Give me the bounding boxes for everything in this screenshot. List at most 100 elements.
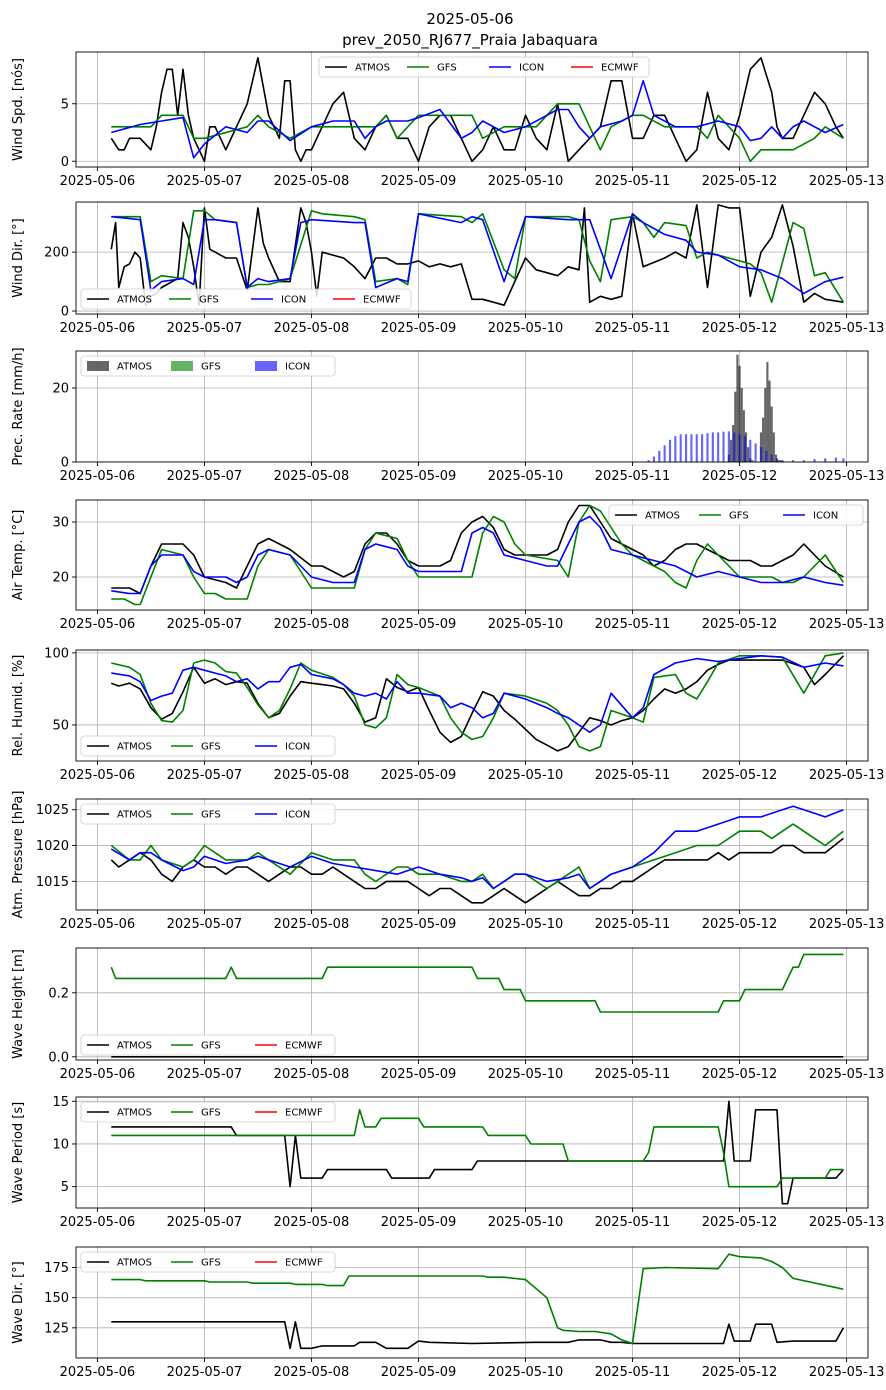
precip-rate-bar-atmos <box>751 460 754 462</box>
wave-height-axes-frame <box>75 947 869 1061</box>
air-temperature-ytick-label: 30 <box>52 516 69 531</box>
wave-height-xtick-label: 2025-05-10 <box>488 1067 564 1082</box>
wave-direction-series-atmos <box>111 1321 845 1350</box>
precip-rate-xtick-label: 2025-05-11 <box>595 469 671 484</box>
precip-rate-xtick-label: 2025-05-12 <box>702 469 778 484</box>
air-temperature-series-atmos <box>111 504 844 595</box>
wave-period-axes-frame <box>75 1096 869 1209</box>
wind-speed-xtick-label: 2025-05-11 <box>595 174 671 189</box>
wind-speed-legend-box <box>318 56 650 78</box>
atm-pressure-xtick-label: 2025-05-11 <box>595 917 671 932</box>
atm-pressure-ytick-label: 1025 <box>36 803 69 818</box>
wind-speed-xtick-label: 2025-05-12 <box>702 174 778 189</box>
precip-rate-xtick-label: 2025-05-10 <box>488 469 564 484</box>
wave-height-xtick-label: 2025-05-11 <box>595 1067 671 1082</box>
wind-direction-legend-label-ecmwf: ECMWF <box>363 295 401 306</box>
precip-rate-bar-icon <box>733 432 736 462</box>
precip-rate-bar-atmos <box>770 406 773 462</box>
relative-humidity-xtick-label: 2025-05-08 <box>274 768 350 783</box>
wind-speed-xtick-label: 2025-05-13 <box>809 174 885 189</box>
wind-speed-axes-frame <box>75 51 869 168</box>
wave-direction-xtick-label: 2025-05-13 <box>809 1365 885 1380</box>
air-temperature-xtick-label: 2025-05-13 <box>809 617 885 632</box>
precip-rate-xtick-label: 2025-05-13 <box>809 469 885 484</box>
precip-rate-legend: ATMOS GFS ICON <box>80 355 336 377</box>
wind-direction-series-icon <box>111 213 844 295</box>
wind-speed-series-atmos <box>110 56 845 163</box>
wind-speed-xtick-label: 2025-05-09 <box>381 174 457 189</box>
wave-direction-ytick-label: 150 <box>44 1291 69 1306</box>
precip-rate-bar-icon <box>743 436 746 462</box>
wave-direction-ytick-label: 175 <box>44 1261 69 1276</box>
wind-direction-xtick-label: 2025-05-09 <box>381 321 457 336</box>
atm-pressure-series-atmos <box>110 837 844 904</box>
atm-pressure-legend-label-icon: ICON <box>285 810 310 821</box>
relative-humidity-legend-label-icon: ICON <box>285 742 310 753</box>
atm-pressure-xtick-label: 2025-05-09 <box>381 917 457 932</box>
wave-height-legend-label-gfs: GFS <box>201 1041 221 1052</box>
atm-pressure-legend-box <box>80 803 336 825</box>
figure-title: 2025-05-06 <box>426 10 513 28</box>
precip-rate-bar-atmos <box>768 380 771 462</box>
relative-humidity-series-icon <box>111 654 844 734</box>
relative-humidity-xtick-label: 2025-05-11 <box>595 768 671 783</box>
precip-rate-bar-icon <box>802 460 805 462</box>
wind-speed-xtick-label: 2025-05-08 <box>274 174 350 189</box>
precip-rate-bar-icon <box>701 434 704 462</box>
precip-rate-bar-icon <box>668 439 672 462</box>
atm-pressure-ytick-label: 1020 <box>36 839 69 854</box>
wind-direction-panel: 2025-05-06 2025-05-07 2025-05-08 2025-05-09… <box>11 201 885 336</box>
atm-pressure-legend: ATMOS GFS ICON <box>80 803 336 825</box>
wave-period-xtick-label: 2025-05-13 <box>809 1215 885 1230</box>
relative-humidity-ylabel: Rel. Humid. [%] <box>11 655 26 757</box>
wave-direction-legend-label-atmos: ATMOS <box>117 1258 152 1269</box>
wave-direction-xtick-label: 2025-05-12 <box>702 1365 778 1380</box>
air-temperature-xtick-label: 2025-05-09 <box>381 617 457 632</box>
wave-period-ytick-label: 10 <box>52 1137 69 1152</box>
precip-rate-bar-atmos <box>764 388 767 462</box>
precip-rate-legend-label-atmos: ATMOS <box>117 362 152 373</box>
precip-rate-legend-swatch-icon <box>255 361 277 371</box>
wave-period-xtick-label: 2025-05-06 <box>60 1215 136 1230</box>
precip-rate-bar-atmos <box>736 354 739 462</box>
precip-rate-bar-atmos <box>729 439 733 462</box>
wind-direction-xtick-label: 2025-05-13 <box>809 321 885 336</box>
precip-rate-bar-icon <box>781 460 784 462</box>
wave-height-ytick-label: 0.0 <box>48 1050 69 1065</box>
wave-period-xtick-label: 2025-05-09 <box>381 1215 457 1230</box>
precip-rate-bar-icon <box>738 434 741 462</box>
precip-rate-bar-atmos <box>738 365 741 462</box>
relative-humidity-xtick-label: 2025-05-06 <box>60 768 136 783</box>
air-temperature-legend-box <box>608 504 864 526</box>
precip-rate-axes-frame <box>75 350 869 463</box>
wave-period-legend-box <box>80 1101 336 1123</box>
precip-rate-bar-atmos <box>744 432 748 462</box>
atm-pressure-xtick-label: 2025-05-06 <box>60 917 136 932</box>
wave-height-xtick-label: 2025-05-13 <box>809 1067 885 1082</box>
precip-rate-bar-icon <box>711 432 714 462</box>
air-temperature-xtick-label: 2025-05-10 <box>488 617 564 632</box>
relative-humidity-legend: ATMOS GFS ICON <box>80 735 336 757</box>
precip-rate-bar-icon <box>652 456 656 462</box>
wind-direction-ylabel: Wind Dir. [°] <box>11 218 26 298</box>
wind-direction-axes-frame <box>75 201 869 315</box>
precip-rate-xtick-label: 2025-05-06 <box>60 469 136 484</box>
air-temperature-legend-label-atmos: ATMOS <box>645 511 680 522</box>
atm-pressure-axes-frame <box>75 798 869 911</box>
wind-speed-ytick-label: 5 <box>61 97 69 112</box>
relative-humidity-panel: 2025-05-06 2025-05-07 2025-05-08 2025-05-09… <box>11 646 884 783</box>
wave-height-legend-label-ecmwf: ECMWF <box>285 1041 323 1052</box>
relative-humidity-xtick-label: 2025-05-07 <box>167 768 243 783</box>
wave-direction-panel: 2025-05-06 2025-05-07 2025-05-08 2025-05-09… <box>11 1246 885 1380</box>
wave-period-panel: 2025-05-06 2025-05-07 2025-05-08 2025-05-09… <box>11 1095 884 1230</box>
wave-direction-legend-box <box>80 1251 336 1273</box>
precip-rate-bar-icon <box>674 436 677 462</box>
air-temperature-xtick-label: 2025-05-12 <box>702 617 778 632</box>
precip-rate-bar-icon <box>813 459 816 462</box>
wave-height-xtick-label: 2025-05-09 <box>381 1067 457 1082</box>
precip-rate-bar-atmos <box>747 447 750 462</box>
atm-pressure-series-icon <box>110 805 844 890</box>
precip-rate-bar-atmos <box>772 432 775 462</box>
wave-period-series-atmos <box>111 1100 844 1205</box>
